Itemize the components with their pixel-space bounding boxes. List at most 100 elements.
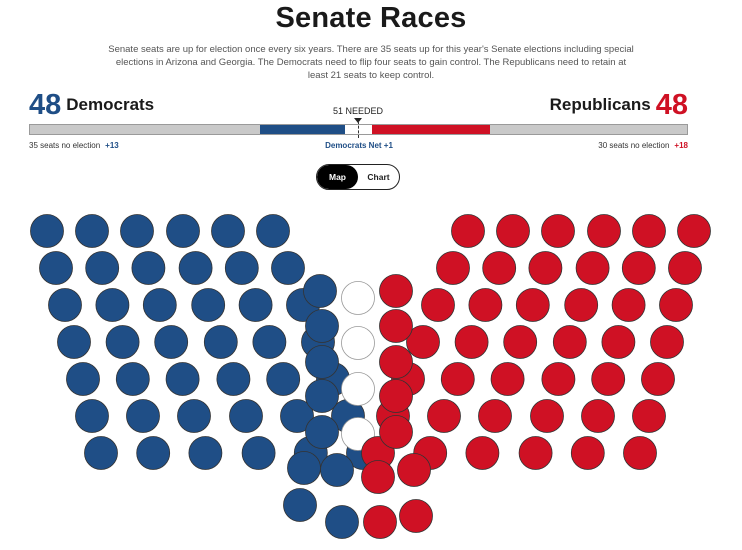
seat-republican [650, 325, 684, 359]
seat-republican [454, 325, 489, 359]
seat-republican [490, 362, 525, 396]
seat-democrat [57, 325, 91, 359]
seat-republican [677, 214, 711, 248]
seat-republican [496, 214, 530, 248]
seat-democrat [166, 214, 200, 248]
seat-undecided [341, 326, 375, 360]
seat-republican [478, 399, 512, 433]
seat-democrat [211, 214, 245, 248]
seat-democrat [84, 436, 118, 470]
seat-democrat [177, 399, 211, 433]
seat-republican [379, 274, 413, 308]
seat-democrat [305, 379, 339, 413]
seat-republican [611, 288, 646, 322]
seat-democrat [238, 288, 273, 322]
republicans-label: Republicans [549, 95, 651, 114]
seat-republican [528, 251, 563, 285]
seat-republican [668, 251, 702, 285]
seat-republican [621, 251, 656, 285]
seat-democrat [154, 325, 189, 359]
bar-segment-republicans-up [371, 125, 490, 134]
seat-undecided [341, 281, 375, 315]
republicans-gain: +18 [674, 141, 688, 150]
seat-democrat [30, 214, 64, 248]
seat-republican [379, 345, 413, 379]
page-title: Senate Races [275, 2, 467, 34]
seat-democrat [85, 251, 120, 285]
republicans-count: 48 [655, 89, 688, 121]
democrats-count: 48 [29, 89, 62, 121]
majority-needed-label: 51 NEEDED [332, 106, 384, 116]
seat-republican [541, 214, 575, 248]
seat-democrat [191, 288, 226, 322]
majority-line [358, 121, 359, 138]
seat-democrat [305, 415, 339, 449]
seat-republican [503, 325, 538, 359]
seat-republican [427, 399, 461, 433]
seat-democrat [287, 451, 321, 485]
seat-democrat [252, 325, 287, 359]
view-toggle[interactable]: Map Chart [316, 164, 400, 190]
seat-democrat [115, 362, 150, 396]
seat-republican [468, 288, 503, 322]
seat-republican [361, 460, 395, 494]
seat-democrat [266, 362, 301, 396]
seat-republican [518, 436, 553, 470]
seat-democrat [66, 362, 100, 396]
seat-republican [541, 362, 576, 396]
seat-democrat [305, 309, 339, 343]
seat-democrat [271, 251, 305, 285]
republicans-tally: Republicans 48 [550, 88, 688, 122]
seat-democrat [241, 436, 276, 470]
seat-republican [632, 214, 666, 248]
republicans-no-election-text: 30 seats no election [598, 141, 670, 150]
tab-chart[interactable]: Chart [367, 172, 390, 182]
seat-democrat [48, 288, 82, 322]
democrats-gain: +13 [105, 141, 119, 150]
seat-republican [379, 415, 413, 449]
seat-democrat [75, 399, 109, 433]
bar-segment-democrats-up [259, 125, 346, 134]
seat-democrat [203, 325, 238, 359]
seat-democrat [136, 436, 171, 470]
seat-democrat [224, 251, 259, 285]
seat-republican [379, 309, 413, 343]
democrats-no-election-text: 35 seats no election [29, 141, 101, 150]
seat-republican [482, 251, 517, 285]
seat-democrat [178, 251, 213, 285]
seat-democrat [120, 214, 154, 248]
seat-republican [530, 399, 564, 433]
seat-democrat [256, 214, 290, 248]
seat-republican [575, 251, 610, 285]
seat-republican [581, 399, 615, 433]
seat-republican [632, 399, 666, 433]
seat-democrat [280, 399, 314, 433]
seat-republican [552, 325, 587, 359]
republicans-no-election-note: 30 seats no election +18 [598, 141, 688, 150]
seat-democrat [305, 345, 339, 379]
seat-democrat [303, 274, 337, 308]
seat-democrat [325, 505, 359, 539]
seat-democrat [39, 251, 73, 285]
seat-democrat [229, 399, 263, 433]
seat-democrat [131, 251, 166, 285]
seat-democrat [142, 288, 177, 322]
seat-republican [564, 288, 599, 322]
seat-republican [601, 325, 636, 359]
seat-undecided [341, 372, 375, 406]
seat-republican [399, 499, 433, 533]
seat-democrat [95, 288, 130, 322]
seat-republican [379, 379, 413, 413]
seat-republican [363, 505, 397, 539]
seat-republican [397, 453, 431, 487]
seat-democrat [126, 399, 160, 433]
tab-map[interactable]: Map [317, 165, 358, 189]
page-description: Senate seats are up for election once ev… [108, 44, 634, 81]
seat-democrat [75, 214, 109, 248]
seat-republican [436, 251, 470, 285]
seat-republican [587, 214, 621, 248]
seat-democrat [105, 325, 140, 359]
seat-republican [406, 325, 440, 359]
seat-republican [440, 362, 475, 396]
seat-republican [623, 436, 657, 470]
